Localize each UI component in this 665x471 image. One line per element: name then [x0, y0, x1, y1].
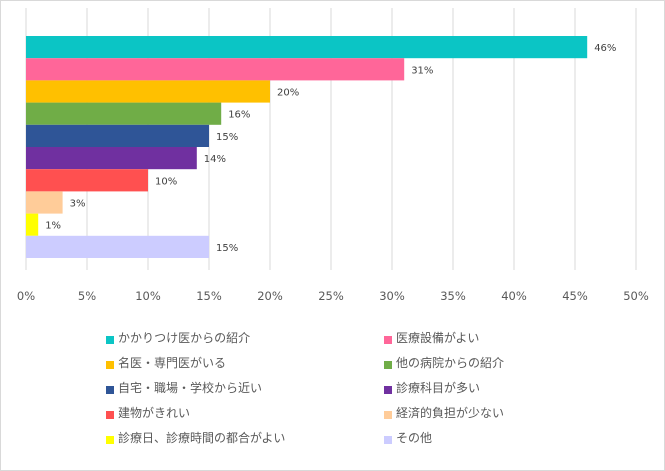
legend-swatch: [106, 435, 114, 444]
legend-label: 他の病院からの紹介: [396, 356, 505, 370]
bar-1: [26, 36, 588, 59]
x-tick-label: 50%: [623, 289, 649, 303]
data-label: 14%: [204, 154, 226, 165]
legend-swatch: [106, 335, 114, 344]
data-label: 1%: [45, 221, 61, 232]
x-tick-label: 5%: [78, 289, 96, 303]
legend-swatch: [106, 385, 114, 394]
data-label: 3%: [70, 199, 86, 210]
bar-5: [26, 124, 209, 147]
bar-6: [26, 147, 197, 170]
legend-label: 経済的負担が少ない: [396, 406, 505, 420]
x-tick-label: 35%: [440, 289, 466, 303]
data-label: 10%: [155, 176, 177, 187]
legend-label: その他: [396, 431, 433, 445]
legend-label: 診療日、診療時間の都合がよい: [118, 431, 286, 445]
bar-4: [26, 102, 222, 125]
bar-2: [26, 58, 405, 81]
legend-label: 自宅・職場・学校から近い: [118, 381, 263, 395]
bar-9: [26, 213, 39, 236]
legend-item: 他の病院からの紹介: [384, 354, 504, 371]
legend-item: 名医・専門医がいる: [106, 354, 226, 371]
x-tick-label: 40%: [501, 289, 527, 303]
data-label: 15%: [216, 132, 238, 143]
x-tick-label: 45%: [562, 289, 588, 303]
data-label: 31%: [411, 65, 433, 76]
legend-swatch: [384, 360, 392, 369]
legend-swatch: [384, 410, 392, 419]
x-tick-label: 25%: [318, 289, 344, 303]
x-tick-label: 10%: [135, 289, 161, 303]
legend-swatch: [106, 360, 114, 369]
legend-label: 診療科目が多い: [396, 381, 481, 395]
legend-swatch: [384, 385, 392, 394]
legend-swatch: [384, 435, 392, 444]
legend-item: 診療科目が多い: [384, 379, 480, 396]
legend-item: 医療設備がよい: [384, 329, 479, 346]
legend-label: 医療設備がよい: [396, 331, 480, 345]
bar-3: [26, 80, 270, 103]
legend-label: 建物がきれい: [118, 406, 191, 420]
x-tick-label: 20%: [257, 289, 283, 303]
legend-item: 診療日、診療時間の都合がよい: [106, 429, 285, 446]
legend-label: 名医・専門医がいる: [118, 356, 227, 370]
legend-item: その他: [384, 429, 432, 446]
legend-item: 経済的負担が少ない: [384, 404, 504, 421]
bar-10: [26, 235, 209, 258]
bar-8: [26, 191, 63, 214]
x-tick-label: 30%: [379, 289, 405, 303]
legend-swatch: [384, 335, 392, 344]
data-label: 46%: [594, 43, 616, 54]
legend-swatch: [106, 410, 114, 419]
x-tick-label: 15%: [196, 289, 222, 303]
x-tick-label: 0%: [17, 289, 35, 303]
legend-item: かかりつけ医からの紹介: [106, 329, 250, 346]
bar-7: [26, 169, 148, 192]
data-label: 16%: [228, 110, 250, 121]
data-label: 20%: [277, 88, 299, 99]
data-label: 15%: [216, 243, 238, 254]
legend-item: 自宅・職場・学校から近い: [106, 379, 262, 396]
legend-label: かかりつけ医からの紹介: [118, 331, 251, 345]
legend-item: 建物がきれい: [106, 404, 190, 421]
